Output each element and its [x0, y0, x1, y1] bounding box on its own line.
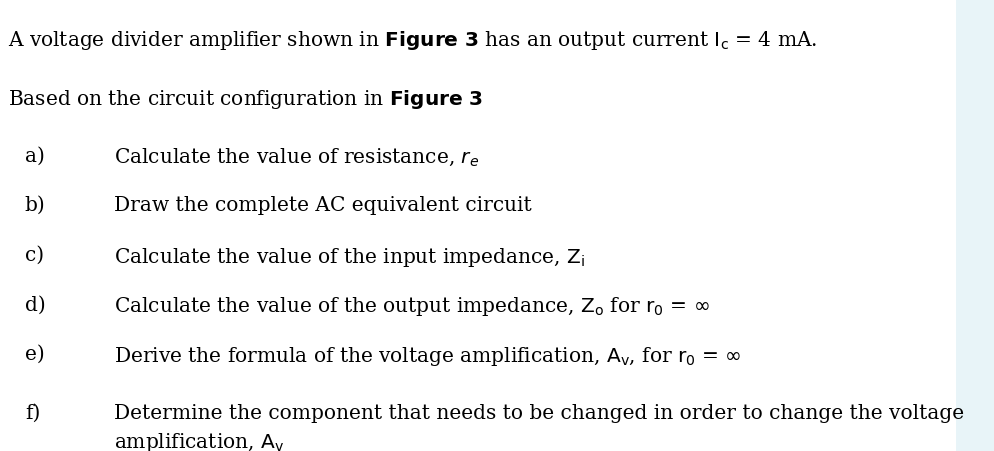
- Text: a): a): [25, 147, 45, 166]
- Bar: [956, 0, 994, 451]
- Text: Based on the circuit configuration in $\mathbf{Figure\ 3}$: Based on the circuit configuration in $\…: [8, 88, 483, 111]
- Text: Calculate the value of the input impedance, $\mathrm{Z_i}$: Calculate the value of the input impedan…: [114, 246, 585, 269]
- Text: b): b): [25, 196, 46, 215]
- Text: A voltage divider amplifier shown in $\mathbf{Figure\ 3}$ has an output current : A voltage divider amplifier shown in $\m…: [8, 29, 817, 52]
- Text: Determine the component that needs to be changed in order to change the voltage
: Determine the component that needs to be…: [114, 404, 964, 451]
- Text: Draw the complete AC equivalent circuit: Draw the complete AC equivalent circuit: [114, 196, 532, 215]
- Text: d): d): [25, 295, 46, 314]
- Text: Derive the formula of the voltage amplification, $\mathrm{A_v}$, for $\mathrm{r_: Derive the formula of the voltage amplif…: [114, 345, 742, 368]
- Text: f): f): [25, 404, 40, 423]
- Text: e): e): [25, 345, 45, 364]
- Text: c): c): [25, 246, 44, 265]
- Text: Calculate the value of resistance, $\mathit{r_e}$: Calculate the value of resistance, $\mat…: [114, 147, 479, 168]
- Text: Calculate the value of the output impedance, $\mathrm{Z_o}$ for $\mathrm{r_0}$ =: Calculate the value of the output impeda…: [114, 295, 710, 318]
